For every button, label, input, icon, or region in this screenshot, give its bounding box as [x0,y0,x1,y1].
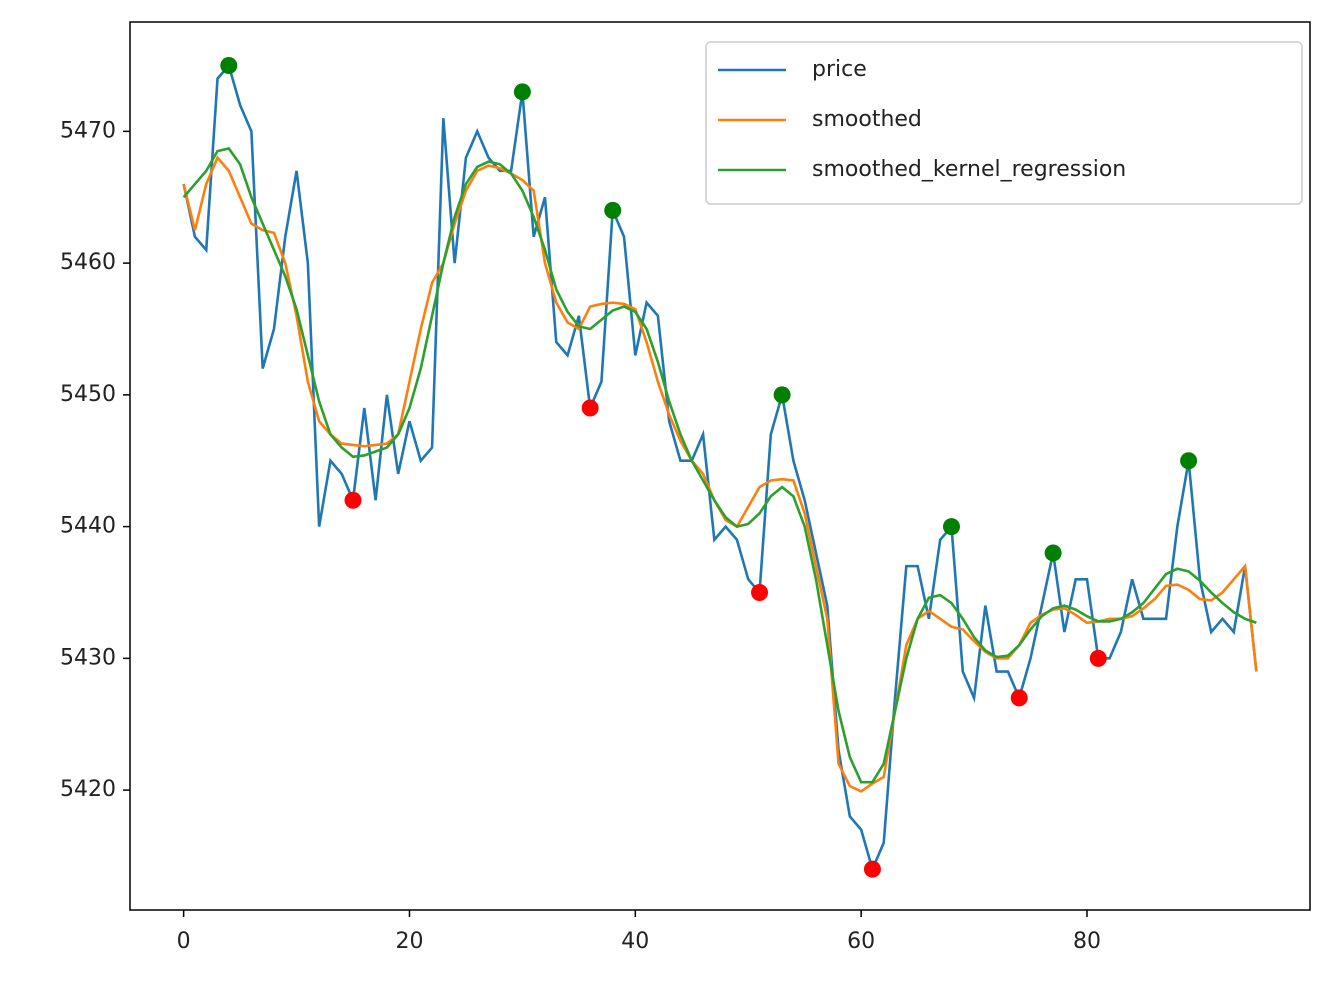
extremum-point [220,56,238,74]
y-tick-label: 5440 [60,514,116,539]
x-tick-label: 0 [177,929,191,954]
legend-box [705,41,1303,205]
extremum-point [344,491,362,509]
y-tick-label: 5450 [60,382,116,407]
line [182,155,1258,793]
x-tick-label: 60 [847,929,875,954]
x-tick-label: 40 [621,929,649,954]
extremum-point [513,83,531,101]
extremum-point [863,860,881,878]
extremum-point [581,399,599,417]
plot-frame [129,21,1311,911]
y-tick-label: 5460 [60,250,116,275]
line [182,62,1258,874]
extremum-point [604,201,622,219]
y-tick-label: 5420 [60,777,116,802]
extremum-point [773,386,791,404]
extremum-point [751,583,769,601]
legend-label: smoothed_kernel_regression [812,157,1126,182]
x-tick-label: 80 [1073,929,1101,954]
x-tick-label: 20 [395,929,423,954]
y-tick-label: 5470 [60,118,116,143]
legend: price smoothed smoothed_kernel_regression [705,41,1303,205]
extremum-point [1010,689,1028,707]
line [182,147,1257,784]
extremum-point [1180,452,1198,470]
extremum-point [1089,649,1107,667]
extremum-point [942,518,960,536]
legend-label: price [812,57,867,82]
extremum-point [1044,544,1062,562]
legend-label: smoothed [812,107,922,132]
y-tick-label: 5430 [60,645,116,670]
